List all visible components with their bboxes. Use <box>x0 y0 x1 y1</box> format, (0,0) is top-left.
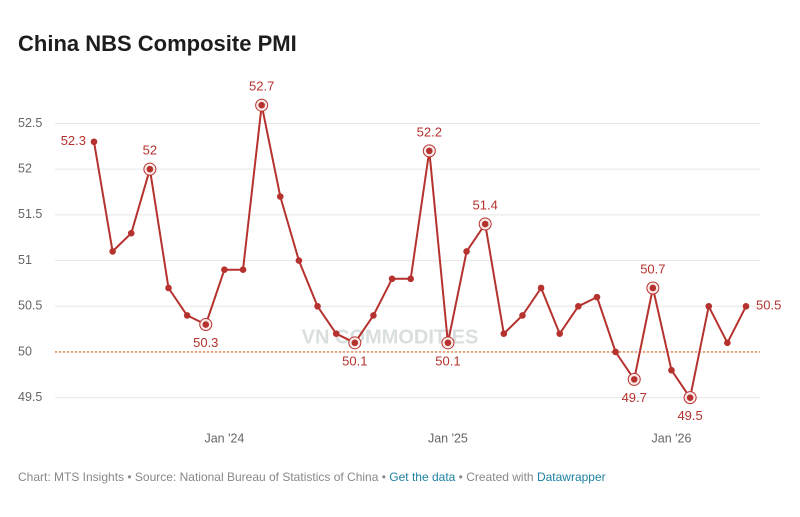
footer-sep: • <box>459 470 463 484</box>
data-label: 49.7 <box>622 390 647 405</box>
point <box>649 284 657 292</box>
point <box>519 312 526 319</box>
y-tick-label: 51 <box>18 253 32 267</box>
point <box>556 330 564 337</box>
y-tick-label: 52.5 <box>18 116 42 130</box>
data-label: 52 <box>143 143 157 158</box>
point <box>239 266 247 274</box>
chart-title: China NBS Composite PMI <box>18 31 297 56</box>
point <box>314 302 321 310</box>
point <box>165 284 172 292</box>
tool-link[interactable]: Datawrapper <box>537 470 606 484</box>
point <box>183 312 191 319</box>
plot: 49.5 50 50.5 51 51.5 52 52.5 Jan '24 Jan '25 Jan … <box>18 79 781 446</box>
point <box>109 248 116 255</box>
point <box>295 257 303 264</box>
point <box>202 321 210 328</box>
y-tick-label: 50.5 <box>18 299 42 313</box>
point <box>127 229 135 237</box>
x-tick-label: Jan '25 <box>428 431 468 445</box>
y-tick-label: 49.5 <box>18 390 42 404</box>
point <box>332 330 340 337</box>
point <box>388 275 396 283</box>
point <box>537 284 545 292</box>
data-label: 52.2 <box>417 124 442 139</box>
point <box>575 302 582 310</box>
point <box>593 293 601 301</box>
watermark: VN COMMODITIES <box>302 326 479 348</box>
point <box>668 366 675 374</box>
y-tick-label: 50 <box>18 344 32 358</box>
point <box>742 302 750 310</box>
point <box>612 348 619 356</box>
data-label: 49.5 <box>677 408 702 423</box>
data-label: 51.4 <box>473 197 498 212</box>
point <box>426 147 433 155</box>
data-label: 52.3 <box>61 133 86 148</box>
data-label: 50.1 <box>435 353 460 368</box>
point <box>370 312 377 319</box>
footer-credit: Chart: MTS Insights <box>18 470 124 484</box>
point <box>258 101 265 109</box>
footer-source: Source: National Bureau of Statistics of… <box>135 470 379 484</box>
point <box>705 302 713 310</box>
point <box>407 275 414 283</box>
point <box>686 394 694 401</box>
point <box>481 220 489 228</box>
point <box>724 339 731 347</box>
y-tick-label: 51.5 <box>18 207 42 221</box>
point <box>90 138 98 146</box>
data-label: 50.1 <box>342 353 367 368</box>
footer-created: Created with <box>466 470 533 484</box>
point <box>500 330 508 337</box>
point <box>351 339 359 347</box>
footer-sep: • <box>127 470 131 484</box>
footer-sep: • <box>382 470 386 484</box>
data-label: 50.5 <box>756 298 781 313</box>
point <box>221 266 228 274</box>
point <box>463 248 470 255</box>
data-link[interactable]: Get the data <box>389 470 455 484</box>
data-label: 50.7 <box>640 261 665 276</box>
x-tick-label: Jan '24 <box>204 431 244 445</box>
point <box>444 339 452 347</box>
data-label: 50.3 <box>193 335 218 350</box>
point <box>276 193 284 200</box>
point <box>146 165 154 173</box>
x-tick-label: Jan '26 <box>652 431 692 445</box>
footer: Chart: MTS Insights • Source: National B… <box>18 470 606 484</box>
data-label: 52.7 <box>249 79 274 94</box>
y-tick-label: 52 <box>18 161 32 175</box>
point <box>630 376 638 383</box>
